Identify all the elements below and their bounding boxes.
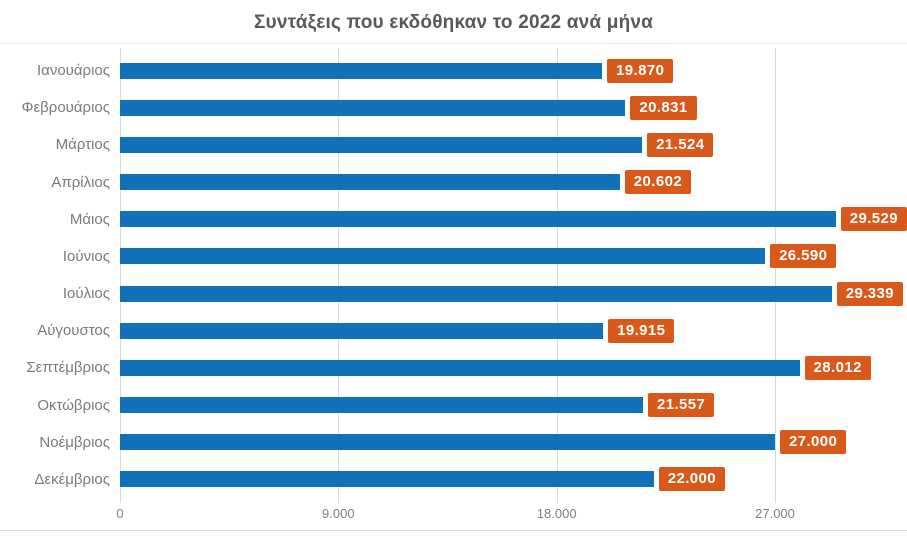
- gridline: [338, 48, 340, 503]
- bar-row: Μάιος 29.529: [0, 201, 907, 238]
- bar: [119, 211, 836, 228]
- category-label: Απρίλιος: [51, 173, 110, 191]
- bar: [120, 397, 643, 414]
- value-label: 22.000: [658, 467, 725, 492]
- x-axis: 0 9.000 18.000 27.000: [0, 506, 907, 524]
- bar: [120, 359, 800, 376]
- value-label: 29.529: [840, 207, 907, 232]
- value-label: 21.524: [647, 132, 714, 157]
- gridline: [556, 48, 558, 503]
- bar: [120, 99, 626, 116]
- value-label: 21.557: [647, 393, 715, 418]
- bar-row: Μάρτιος 21.524: [0, 126, 907, 163]
- x-tick-label: 18.000: [536, 506, 577, 521]
- bar: [120, 285, 832, 302]
- x-tick-label: 9.000: [322, 506, 355, 521]
- gridline: [120, 48, 121, 503]
- plot-area: [120, 48, 890, 503]
- bar: [120, 136, 643, 153]
- x-tick-label: 0: [116, 506, 124, 521]
- bar: [120, 434, 775, 451]
- value-label: 19.870: [607, 58, 674, 83]
- bar-row: Απρίλιος 20.602: [0, 164, 907, 201]
- value-label: 20.602: [624, 170, 692, 195]
- bar-row: Αύγουστος 19.915: [0, 312, 907, 349]
- category-label: Αύγουστος: [37, 322, 110, 340]
- bar-row: Ιούλιος 29.339: [0, 275, 907, 312]
- bar-rows: Ιανουάριος 19.870 Φεβρουάριος 20.831 Μάρ…: [0, 52, 907, 498]
- value-label: 27.000: [780, 430, 847, 455]
- chart-top-border: [0, 43, 907, 44]
- bar-row: Φεβρουάριος 20.831: [0, 89, 907, 126]
- bar: [120, 62, 603, 79]
- bar-row: Σεπτέμβριος 28.012: [0, 349, 907, 386]
- category-label: Σεπτέμβριος: [26, 359, 110, 377]
- x-tick-label: 27.000: [755, 506, 795, 521]
- chart-title: Συντάξεις που εκδόθηκαν το 2022 ανά μήνα: [253, 12, 654, 33]
- bar: [120, 248, 766, 265]
- value-label: 19.915: [608, 318, 675, 343]
- gridline: [775, 48, 776, 503]
- bar-row: Δεκέμβριος 22.000: [0, 461, 907, 498]
- value-label: 26.590: [770, 244, 837, 269]
- chart-bottom-border: [0, 530, 907, 531]
- category-label: Νοέμβριος: [39, 433, 110, 451]
- category-label: Μάιος: [69, 210, 110, 228]
- bar-row: Ιούνιος 26.590: [0, 238, 907, 275]
- category-label: Ιούλιος: [62, 285, 110, 303]
- value-label: 20.831: [630, 95, 697, 120]
- category-label: Δεκέμβριος: [34, 470, 110, 488]
- category-label: Φεβρουάριος: [21, 99, 110, 117]
- bar: [120, 322, 604, 339]
- value-label: 28.012: [804, 355, 871, 380]
- bar-row: Νοέμβριος 27.000: [0, 424, 907, 461]
- bar-row: Οκτώβριος 21.557: [0, 387, 907, 424]
- category-label: Ιούνιος: [62, 247, 110, 265]
- bar-row: Ιανουάριος 19.870: [0, 52, 907, 89]
- category-label: Ιανουάριος: [37, 62, 110, 80]
- value-label: 29.339: [836, 281, 904, 306]
- category-label: Μάρτιος: [55, 136, 110, 154]
- bar: [120, 471, 654, 488]
- category-label: Οκτώβριος: [37, 396, 110, 414]
- bar: [120, 174, 620, 191]
